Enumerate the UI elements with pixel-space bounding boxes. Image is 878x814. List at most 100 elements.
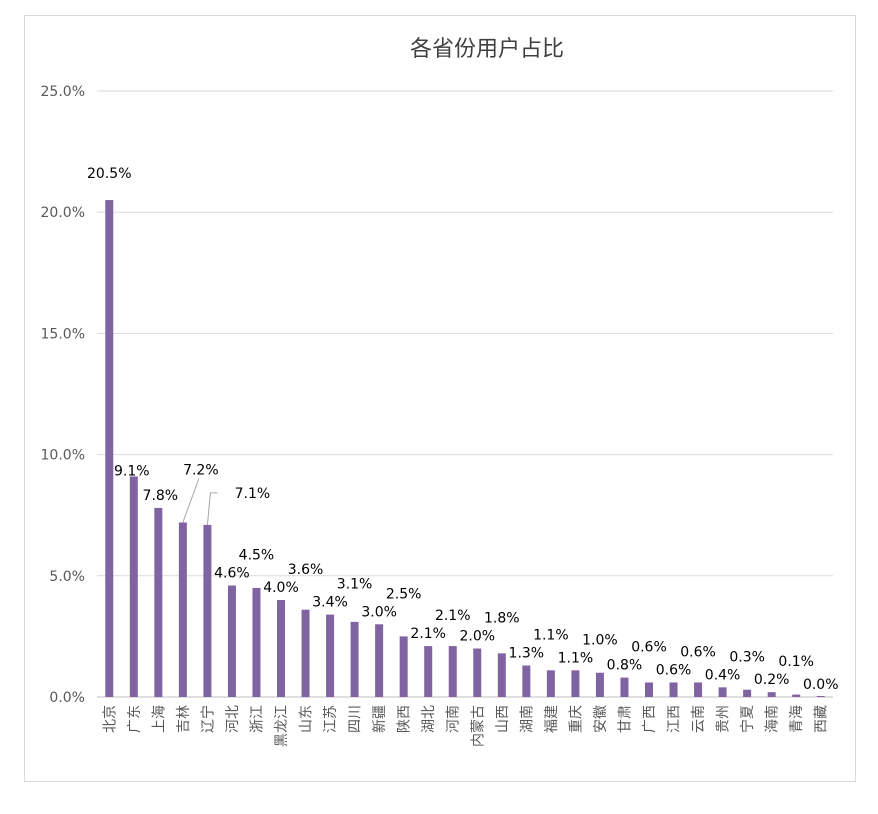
bar xyxy=(522,665,531,697)
data-label: 0.4% xyxy=(705,667,741,683)
data-label: 3.6% xyxy=(288,562,324,578)
x-tick-label: 江苏 xyxy=(323,705,339,733)
y-tick-label: 15.0% xyxy=(41,326,85,342)
x-tick-label: 福建 xyxy=(544,705,560,733)
x-tick-label: 重庆 xyxy=(568,705,584,733)
x-tick-label: 北京 xyxy=(102,705,118,733)
x-tick-label: 贵州 xyxy=(716,705,732,733)
bar xyxy=(301,609,310,697)
x-tick-label: 江西 xyxy=(667,705,683,733)
data-label: 1.1% xyxy=(558,650,594,666)
chart-title: 各省份用户占比 xyxy=(410,37,564,62)
x-tick-label: 山东 xyxy=(299,705,315,733)
y-tick-label: 5.0% xyxy=(49,569,85,585)
x-tick-label: 浙江 xyxy=(249,705,265,733)
data-label: 0.6% xyxy=(680,644,716,660)
bar xyxy=(620,677,629,697)
x-tick-label: 山西 xyxy=(495,705,511,733)
y-tick-label: 0.0% xyxy=(49,690,85,706)
data-label: 0.6% xyxy=(631,640,667,656)
x-tick-label: 宁夏 xyxy=(739,705,756,733)
bar xyxy=(203,524,212,697)
y-tick-label: 10.0% xyxy=(41,448,85,464)
x-tick-label: 青海 xyxy=(789,705,805,733)
bar xyxy=(154,507,163,697)
data-label: 7.1% xyxy=(235,486,271,502)
data-label: 0.1% xyxy=(778,654,814,670)
bar xyxy=(816,696,825,697)
bar xyxy=(129,476,138,697)
x-tick-label: 上海 xyxy=(151,705,167,733)
x-tick-label: 内蒙古 xyxy=(470,705,486,747)
leader-line xyxy=(182,478,200,523)
data-label: 3.1% xyxy=(337,577,373,593)
y-tick-label: 20.0% xyxy=(41,205,85,221)
bar xyxy=(792,694,801,697)
bar xyxy=(350,621,359,697)
data-label: 0.0% xyxy=(803,677,839,693)
x-tick-label: 吉林 xyxy=(176,705,192,733)
x-tick-label: 新疆 xyxy=(372,705,388,733)
data-label: 3.4% xyxy=(312,595,348,611)
x-tick-label: 陕西 xyxy=(397,705,413,733)
x-tick-label: 湖南 xyxy=(519,705,535,733)
bar xyxy=(424,646,433,697)
data-label: 1.3% xyxy=(509,645,545,661)
chart-frame xyxy=(24,15,856,782)
bar xyxy=(448,646,457,697)
data-label: 9.1% xyxy=(114,463,150,479)
bar xyxy=(375,624,384,697)
bar xyxy=(767,692,776,697)
data-label: 2.0% xyxy=(459,629,495,645)
bar xyxy=(645,682,653,697)
leader-line xyxy=(206,492,218,525)
data-label: 7.8% xyxy=(143,488,179,504)
data-label: 20.5% xyxy=(87,166,131,182)
x-tick-label: 西藏 xyxy=(814,705,830,733)
x-tick-label: 甘肃 xyxy=(617,705,633,733)
data-label: 7.2% xyxy=(183,462,219,478)
bar xyxy=(399,636,408,697)
bar xyxy=(571,670,580,697)
x-tick-label: 海南 xyxy=(765,705,781,733)
data-label: 2.5% xyxy=(386,586,422,602)
x-tick-label: 广西 xyxy=(642,705,658,733)
bar xyxy=(473,648,482,697)
data-label: 0.2% xyxy=(754,672,790,688)
data-label: 2.1% xyxy=(410,626,446,642)
bar xyxy=(595,672,604,697)
bar xyxy=(178,522,187,697)
x-tick-label: 四川 xyxy=(348,705,364,733)
data-label: 1.0% xyxy=(582,632,618,648)
bar xyxy=(227,585,236,697)
x-tick-label: 云南 xyxy=(691,705,707,733)
bar xyxy=(546,670,555,697)
data-label: 4.5% xyxy=(239,547,275,563)
data-label: 1.1% xyxy=(533,627,569,643)
data-label: 0.8% xyxy=(607,658,643,674)
data-label: 4.6% xyxy=(214,565,250,581)
x-tick-label: 湖北 xyxy=(421,705,437,733)
bar xyxy=(277,600,285,697)
bar xyxy=(718,687,727,697)
x-tick-label: 黑龙江 xyxy=(274,705,290,747)
bar xyxy=(743,689,752,697)
data-label: 4.0% xyxy=(263,580,299,596)
x-tick-label: 安徽 xyxy=(593,705,609,733)
data-label: 1.8% xyxy=(484,611,520,627)
x-tick-label: 河北 xyxy=(225,705,241,733)
bar xyxy=(669,682,678,697)
y-tick-label: 25.0% xyxy=(41,84,85,100)
bar xyxy=(497,653,506,697)
x-tick-label: 辽宁 xyxy=(199,705,216,733)
x-tick-label: 河南 xyxy=(446,705,462,733)
bar xyxy=(326,614,335,697)
bar xyxy=(252,587,261,697)
bar xyxy=(694,682,703,697)
data-label: 3.0% xyxy=(361,604,397,620)
data-label: 2.1% xyxy=(435,608,471,624)
data-label: 0.6% xyxy=(656,662,692,678)
bar xyxy=(105,200,114,697)
x-tick-label: 广东 xyxy=(127,705,143,733)
